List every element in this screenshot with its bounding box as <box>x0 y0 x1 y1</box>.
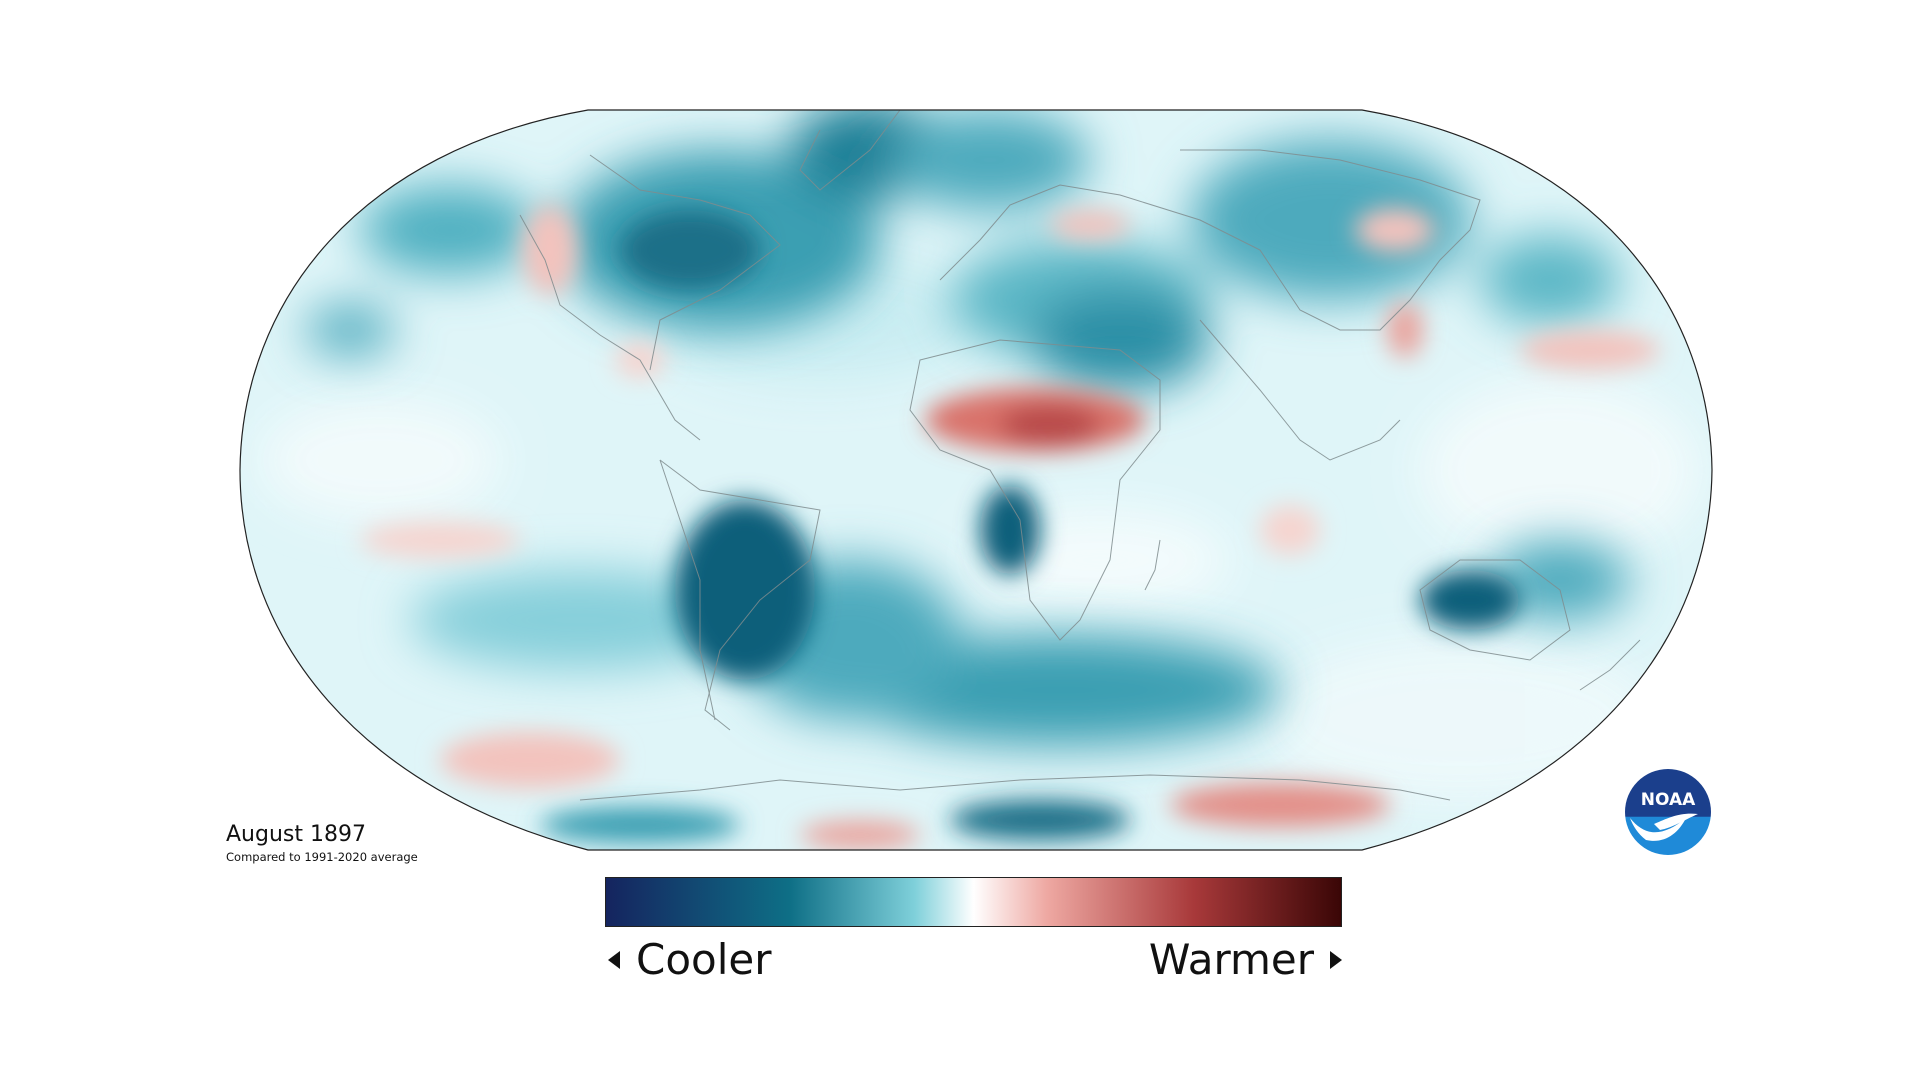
colorbar <box>605 877 1342 927</box>
warmer-legend: Warmer <box>1149 935 1342 984</box>
date-label: August 1897 <box>226 822 366 847</box>
comparison-label: Compared to 1991-2020 average <box>226 850 418 864</box>
warmer-label: Warmer <box>1148 935 1314 984</box>
globe-outline <box>239 109 1713 851</box>
coastlines <box>519 110 1641 801</box>
left-arrow-icon <box>608 950 620 969</box>
right-arrow-icon <box>1330 950 1342 969</box>
noaa-logo-icon: NOAA <box>1625 769 1711 855</box>
cooler-label: Cooler <box>636 935 772 984</box>
logo-text: NOAA <box>1641 790 1696 810</box>
cooler-legend: Cooler <box>608 935 772 984</box>
anomaly-field <box>240 110 1712 850</box>
